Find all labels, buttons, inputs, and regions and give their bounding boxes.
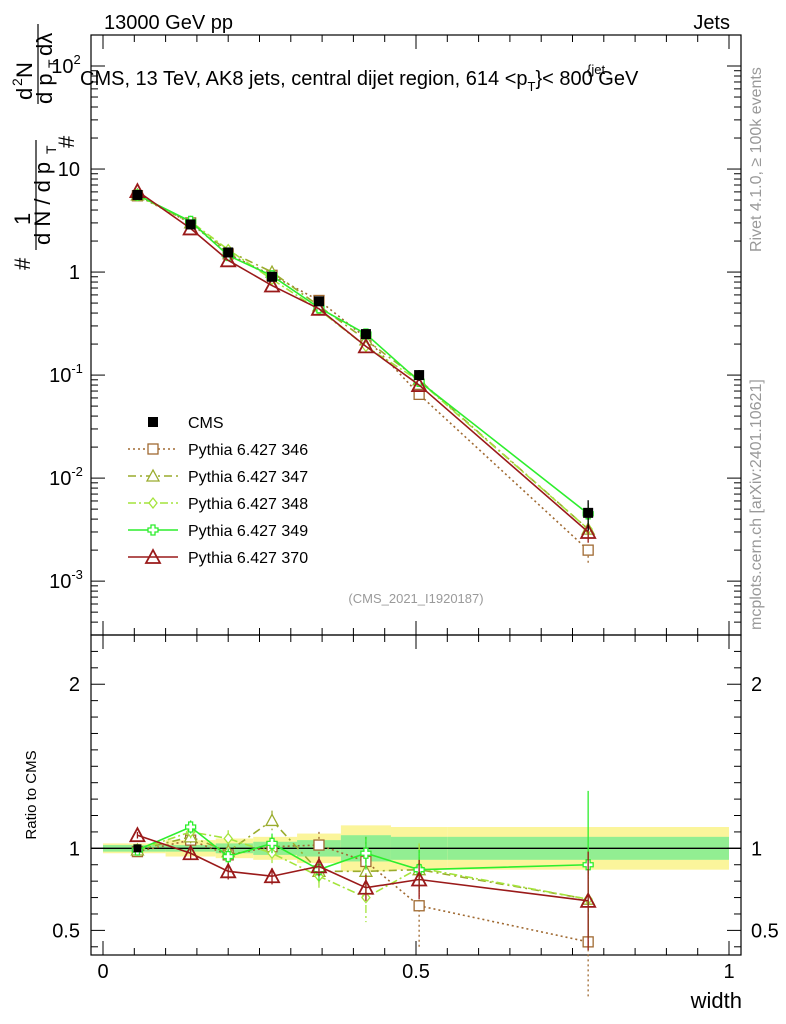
svg-text:T: T	[43, 145, 59, 154]
y-tick-label-ratio: 0.5	[52, 920, 80, 942]
ratio-series-line	[137, 831, 589, 900]
cms-data-point	[185, 219, 196, 230]
legend-label: Pythia 6.427 348	[188, 496, 308, 513]
y-tick-label-ratio-right: 2	[751, 674, 762, 696]
ratio-series-point	[266, 837, 278, 850]
chart-title: CMS, 13 TeV, AK8 jets, central dijet reg…	[80, 68, 639, 94]
ratio-series-point	[263, 867, 281, 884]
ratio-series-point	[184, 821, 197, 833]
cms-data-point	[223, 247, 234, 258]
y-tick-label-main: 10-3	[49, 567, 83, 593]
analysis-id: (CMS_2021_I1920187)	[348, 591, 483, 606]
y-tick-label-ratio-right: 0.5	[751, 920, 779, 942]
y-tick-label-main: 10-1	[49, 361, 83, 387]
legend-label: Pythia 6.427 347	[188, 469, 308, 486]
legend-marker-cms	[148, 417, 158, 427]
energy-label: 13000 GeV pp	[104, 12, 233, 34]
svg-text:d: d	[12, 88, 37, 100]
ratio-series-point	[264, 813, 280, 827]
svg-text:N: N	[12, 62, 37, 78]
svg-text:d p: d p	[32, 73, 57, 104]
svg-text:2: 2	[9, 78, 25, 86]
ratio-series-point	[223, 832, 234, 845]
legend-marker	[144, 548, 162, 564]
cms-data-point	[132, 189, 143, 200]
main-series-point	[219, 251, 237, 268]
main-series-point	[413, 388, 425, 401]
ratio-panel: 0.5 0.5 1 1 2 2 0 0.5 1	[52, 634, 779, 1000]
legend-label: Pythia 6.427 346	[188, 442, 308, 459]
y-tick-label-main: 10	[58, 159, 80, 181]
x-axis-label: width	[690, 988, 742, 1013]
x-tick-label: 1	[723, 961, 734, 983]
main-series-point	[310, 299, 328, 316]
ratio-series-point	[128, 826, 146, 843]
svg-text:#: #	[54, 135, 79, 148]
cms-data-point	[267, 271, 278, 282]
legend-label: Pythia 6.427 370	[188, 550, 308, 567]
y-axis-label-main: # 1 d N / d p T # d 2 N d p T dλ	[9, 24, 79, 270]
x-tick-label: 0	[97, 961, 108, 983]
ratio-series-line	[137, 839, 589, 943]
ratio-series-point	[410, 870, 428, 887]
main-panel: 10-3 10-2 10-1 1 10 102 CMS Pythia 6.427 346 Pyt…	[49, 34, 742, 955]
legend-label-cms: CMS	[188, 415, 224, 432]
main-series-point	[579, 523, 597, 539]
ratio-frame	[90, 634, 742, 956]
svg-text:1: 1	[10, 213, 35, 225]
main-series-line	[137, 194, 589, 515]
legend-marker	[147, 524, 159, 536]
main-series-point	[410, 376, 428, 392]
ratio-series-point	[182, 844, 200, 861]
svg-text:Ratio to CMS: Ratio to CMS	[23, 750, 40, 839]
title-sub: T	[528, 79, 536, 94]
ratio-cms-point	[133, 844, 142, 853]
ratio-series-point	[313, 839, 325, 851]
svg-text:T: T	[45, 59, 61, 68]
title-main: CMS, 13 TeV, AK8 jets, central dijet reg…	[80, 68, 528, 90]
main-series-point	[263, 276, 281, 293]
ratio-series-point	[310, 857, 328, 874]
ratio-series-point	[360, 847, 372, 859]
title-tail: }< 800 GeV	[535, 68, 639, 90]
ratio-series-point	[413, 900, 425, 912]
title-sup: {jet	[587, 62, 605, 77]
cms-data-point	[583, 507, 594, 518]
mcplots-reference-text: mcplots.cern.ch [arXiv:2401.10621]	[748, 379, 765, 630]
legend-marker	[147, 443, 159, 455]
legend-label: Pythia 6.427 349	[188, 523, 308, 540]
main-frame	[90, 34, 742, 636]
main-series-line	[137, 195, 589, 551]
legend: CMS Pythia 6.427 346 Pythia 6.427 347 Pythi…	[128, 415, 308, 567]
svg-text:d N / d p: d N / d p	[30, 162, 55, 245]
ratio-series-point	[579, 891, 597, 908]
legend-marker	[145, 468, 161, 482]
cms-data-point	[414, 370, 425, 381]
legend-marker	[148, 496, 158, 510]
y-tick-label-ratio: 1	[69, 838, 80, 860]
ratio-y-label: Ratio to CMS	[23, 750, 40, 839]
y-tick-label-main: 10-2	[49, 464, 83, 490]
ratio-series-line	[137, 819, 589, 900]
ratio-series-point	[222, 850, 234, 863]
y-tick-label-ratio: 2	[69, 674, 80, 696]
x-tick-label: 0.5	[402, 961, 430, 983]
category-label: Jets	[693, 12, 730, 34]
svg-text:mcplots.cern.ch [arXiv:2401.10: mcplots.cern.ch [arXiv:2401.10621]	[748, 379, 765, 630]
main-series-point	[582, 544, 594, 556]
rivet-version-text: Rivet 4.1.0, ≥ 100k events	[748, 67, 765, 252]
ratio-series-point	[219, 862, 237, 879]
y-tick-label-main: 1	[69, 262, 80, 284]
y-tick-label-main: 102	[51, 52, 80, 78]
svg-text:#: #	[10, 257, 35, 270]
svg-text:dλ: dλ	[32, 33, 57, 56]
cms-data-point	[360, 329, 371, 340]
ratio-series-point	[357, 878, 375, 895]
cms-data-point	[313, 296, 324, 307]
main-series-point	[357, 337, 375, 354]
svg-text:Rivet 4.1.0, ≥ 100k events: Rivet 4.1.0, ≥ 100k events	[748, 67, 765, 252]
ratio-series-line	[137, 826, 589, 871]
y-tick-label-ratio-right: 1	[751, 838, 762, 860]
